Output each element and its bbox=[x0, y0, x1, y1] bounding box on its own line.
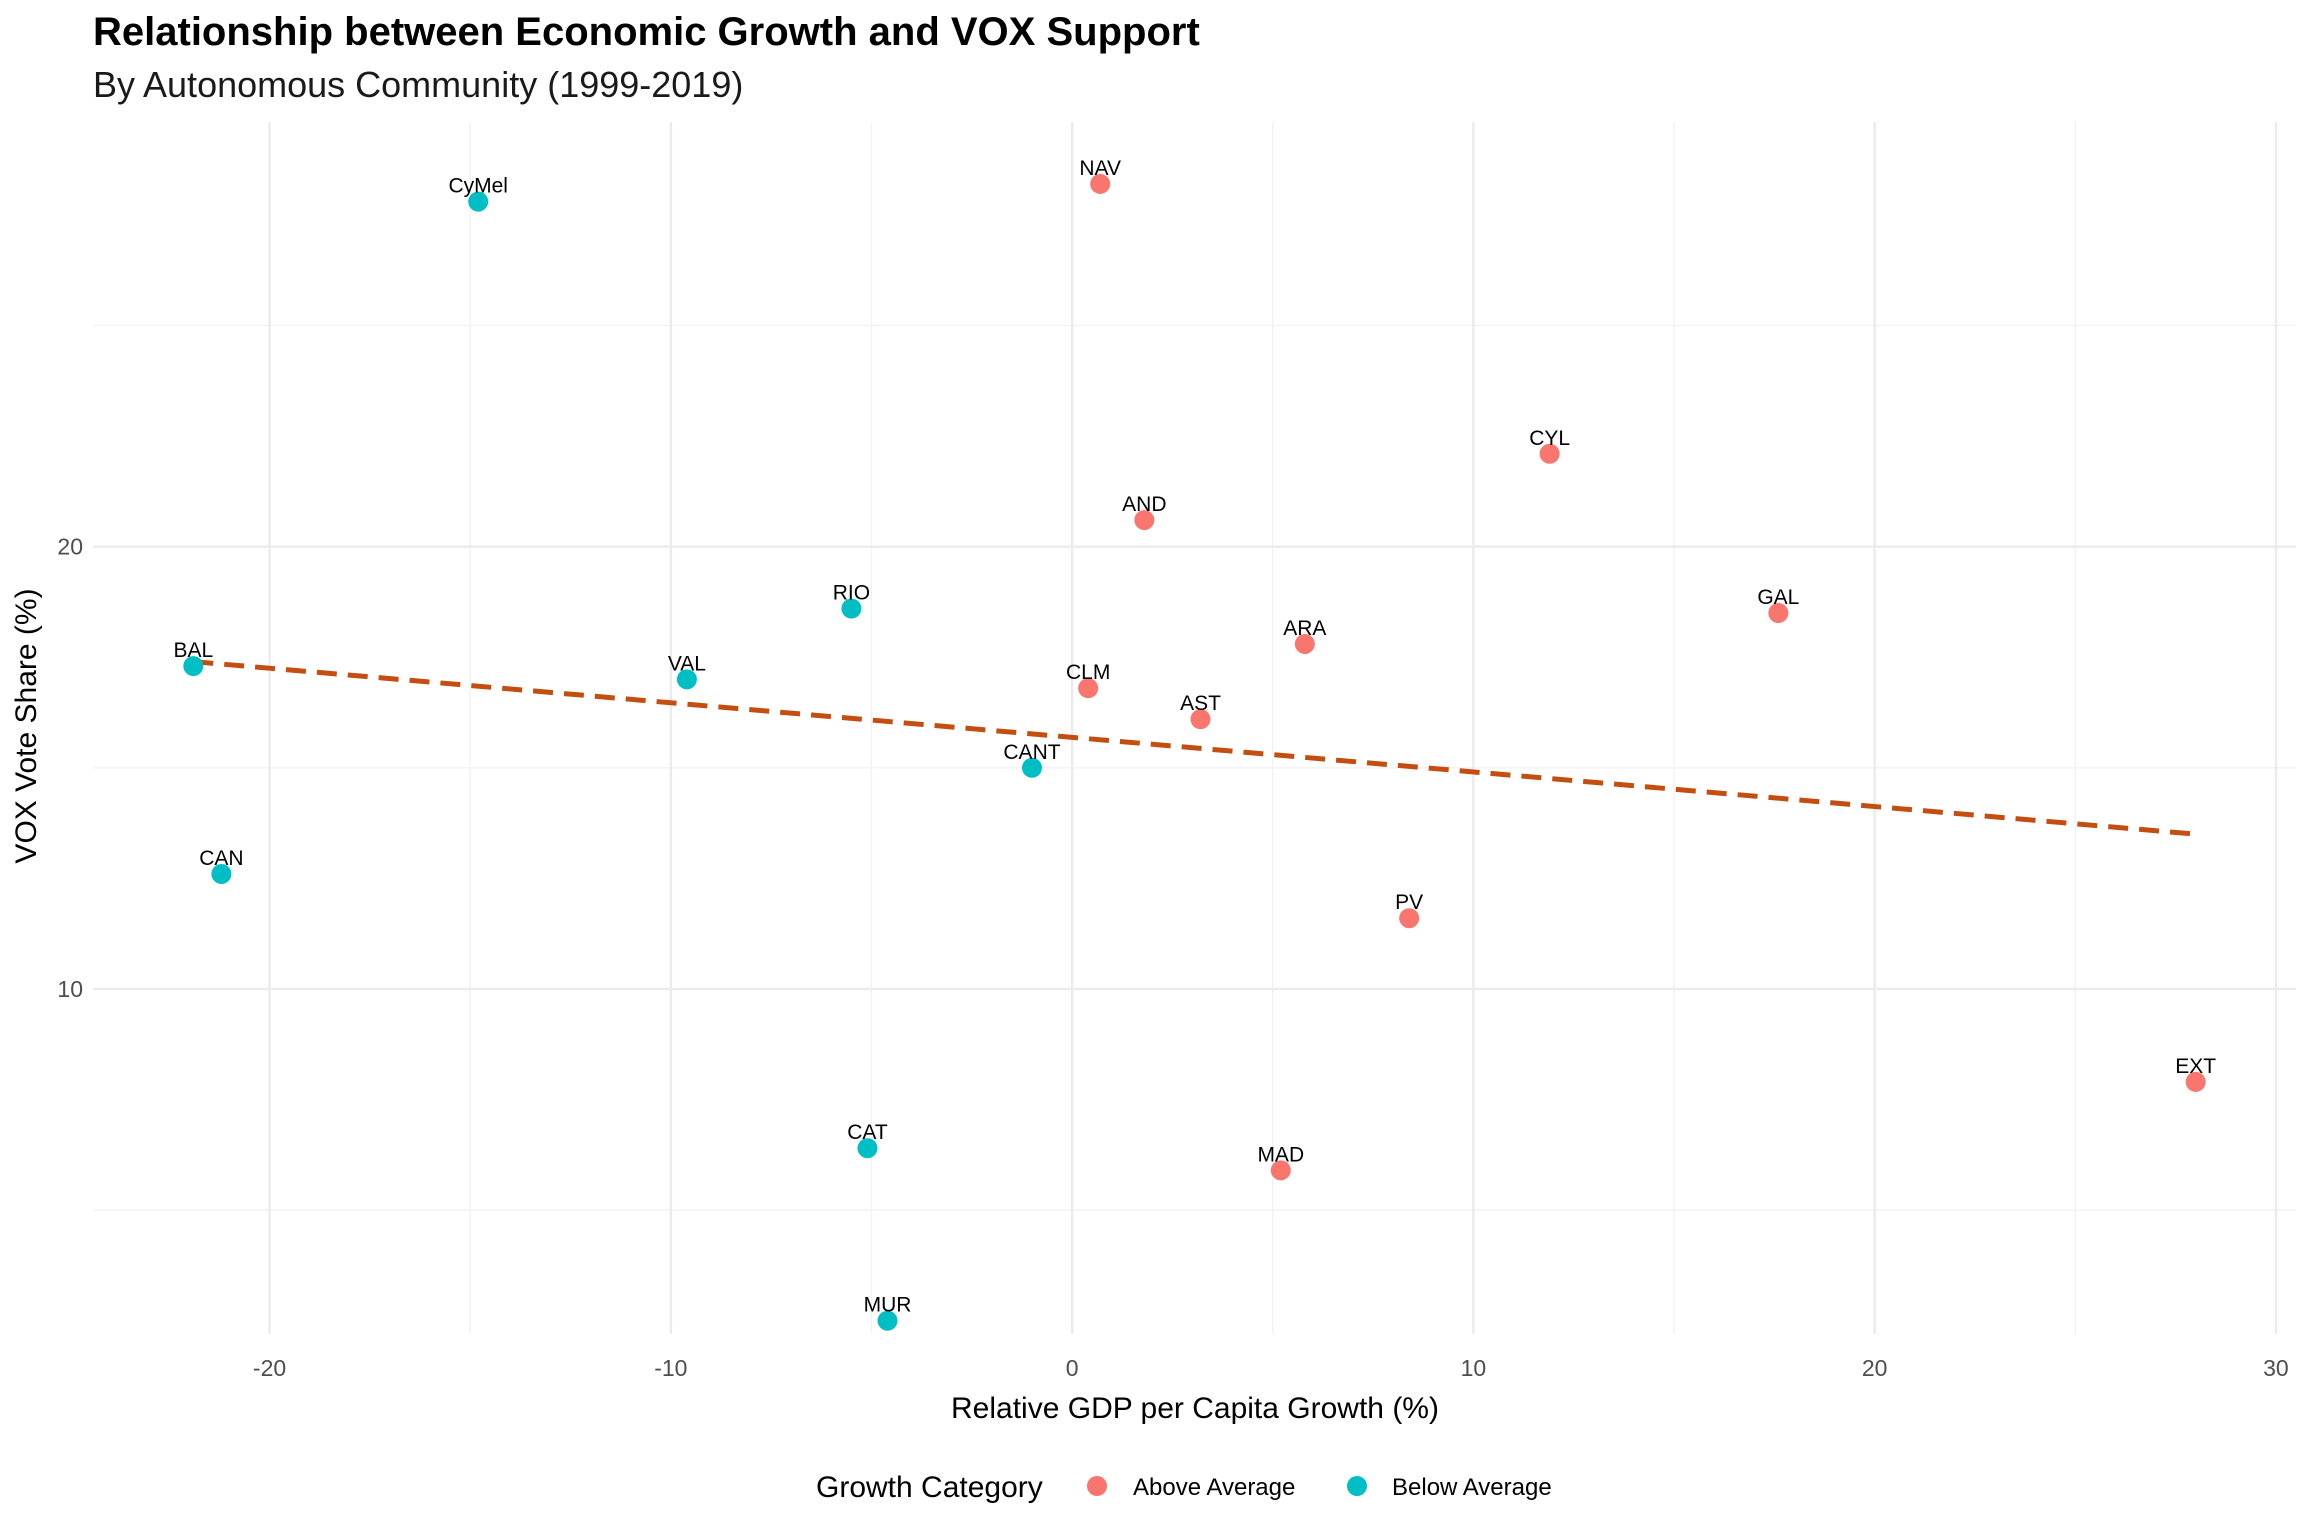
x-tick-label: 10 bbox=[1461, 1355, 1487, 1381]
point-label-cat: CAT bbox=[847, 1121, 888, 1144]
y-tick-label: 10 bbox=[57, 976, 83, 1002]
point-val bbox=[676, 669, 697, 690]
point-clm bbox=[1078, 678, 1099, 699]
x-tick-label: 30 bbox=[2263, 1355, 2289, 1381]
trend-line bbox=[193, 659, 2196, 837]
point-label-ast: AST bbox=[1180, 692, 1221, 715]
point-label-ext: EXT bbox=[2175, 1055, 2216, 1078]
x-axis-title: Relative GDP per Capita Growth (%) bbox=[951, 1392, 1439, 1425]
point-label-clm: CLM bbox=[1066, 661, 1110, 684]
point-and bbox=[1134, 510, 1155, 531]
point-rio bbox=[841, 598, 862, 619]
point-label-mad: MAD bbox=[1257, 1143, 1304, 1166]
legend-label-below-average: Below Average bbox=[1392, 1474, 1552, 1501]
point-label-cant: CANT bbox=[1003, 741, 1060, 764]
point-cymel bbox=[468, 191, 489, 212]
point-label-val: VAL bbox=[668, 652, 706, 675]
point-mur bbox=[877, 1310, 898, 1331]
point-label-bal: BAL bbox=[173, 639, 213, 662]
tick-labels-layer: -20 -10 0 10 20 30 10 20 bbox=[57, 534, 2288, 1381]
point-label-pv: PV bbox=[1395, 891, 1423, 914]
legend-label-above-average: Above Average bbox=[1133, 1474, 1295, 1501]
x-tick-label: 0 bbox=[1066, 1355, 1079, 1381]
point-pv bbox=[1399, 908, 1420, 929]
point-gal bbox=[1768, 602, 1789, 623]
point-labels-layer: NAV CYL AND GAL ARA CLM AST PV EXT MAD CyMel RIO BAL… bbox=[173, 157, 2216, 1317]
chart-subtitle: By Autonomous Community (1999-2019) bbox=[93, 64, 743, 105]
point-bal bbox=[183, 656, 204, 677]
point-cant bbox=[1021, 757, 1042, 778]
point-label-cyl: CYL bbox=[1529, 427, 1570, 450]
point-cat bbox=[857, 1138, 878, 1159]
point-cyl bbox=[1539, 443, 1560, 464]
point-label-rio: RIO bbox=[833, 582, 870, 605]
trendline-layer bbox=[193, 659, 2196, 837]
point-label-cymel: CyMel bbox=[448, 175, 508, 198]
y-tick-label: 20 bbox=[57, 534, 83, 560]
point-ast bbox=[1190, 709, 1211, 730]
point-can bbox=[211, 863, 232, 884]
y-axis-title: VOX Vote Share (%) bbox=[10, 588, 43, 863]
point-nav bbox=[1090, 173, 1111, 194]
point-ara bbox=[1294, 633, 1315, 654]
x-tick-label: -10 bbox=[654, 1355, 687, 1381]
points-layer bbox=[183, 173, 2206, 1331]
point-ext bbox=[2185, 1071, 2206, 1092]
grid-layer bbox=[93, 122, 2296, 1334]
point-label-can: CAN bbox=[199, 847, 243, 870]
x-tick-label: -20 bbox=[253, 1355, 286, 1381]
legend-swatch-above-average bbox=[1087, 1476, 1107, 1496]
x-tick-label: 20 bbox=[1862, 1355, 1888, 1381]
legend-title: Growth Category bbox=[816, 1471, 1043, 1504]
point-mad bbox=[1270, 1160, 1291, 1181]
point-label-and: AND bbox=[1122, 493, 1166, 516]
point-label-ara: ARA bbox=[1283, 617, 1326, 640]
chart-title: Relationship between Economic Growth and… bbox=[93, 10, 1200, 54]
legend: Growth Category Above Average Below Aver… bbox=[816, 1471, 1552, 1504]
point-label-mur: MUR bbox=[864, 1294, 912, 1317]
point-label-gal: GAL bbox=[1757, 586, 1799, 609]
legend-swatch-below-average bbox=[1347, 1476, 1367, 1496]
point-label-nav: NAV bbox=[1079, 157, 1121, 180]
